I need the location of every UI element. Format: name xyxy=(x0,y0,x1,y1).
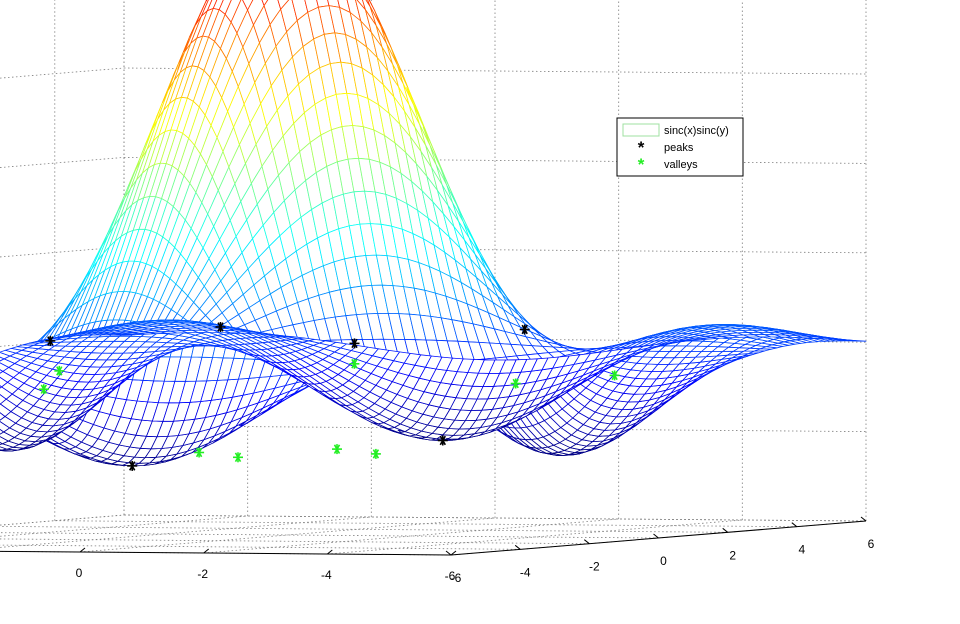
grid-line xyxy=(203,518,619,554)
grid-line xyxy=(327,519,743,555)
x-tick-mark xyxy=(653,533,659,539)
grid-line xyxy=(0,0,124,13)
y-tick-mark xyxy=(79,547,86,553)
x-tick-mark xyxy=(860,516,867,522)
y-tick-mark xyxy=(203,548,210,554)
grid-line xyxy=(0,67,125,79)
x-tick-mark xyxy=(514,544,521,550)
x-tick-mark xyxy=(583,539,590,545)
grid-line xyxy=(0,514,125,526)
grid-line xyxy=(0,514,125,526)
y-tick-mark xyxy=(326,549,333,555)
grid-line xyxy=(0,157,125,168)
x-tick-mark xyxy=(722,527,729,533)
surface-mesh xyxy=(0,0,867,467)
grid-line xyxy=(79,517,496,553)
grid-line xyxy=(0,516,372,548)
x-tick-mark xyxy=(791,522,798,528)
axes xyxy=(0,516,867,556)
y-axis-line xyxy=(0,550,452,556)
grid-line xyxy=(0,538,590,545)
grid-line xyxy=(54,520,797,528)
grid-line xyxy=(0,515,248,537)
y-tick-mark xyxy=(450,550,457,556)
x-tick-mark xyxy=(445,550,452,556)
